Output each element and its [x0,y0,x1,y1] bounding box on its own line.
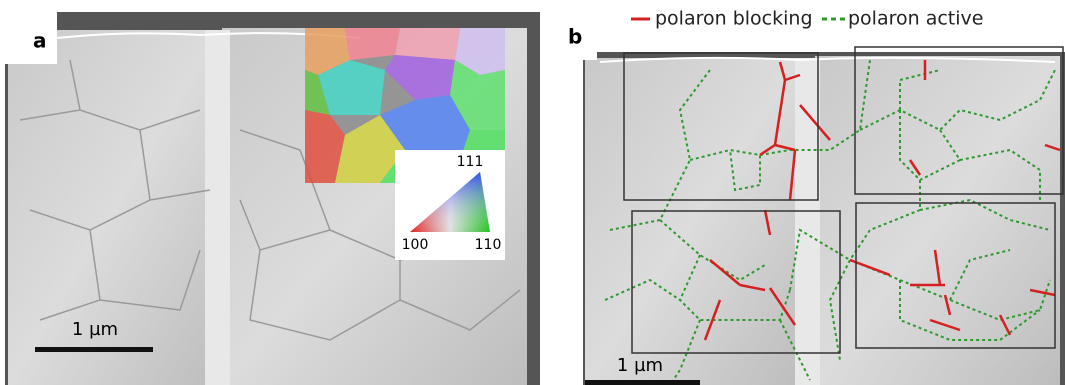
ipf-label: 110 [475,237,502,253]
trench [205,30,230,385]
trench [795,58,820,385]
panel-label: a [33,29,47,53]
panel-a: a 111 100 110 1 µm [5,12,540,385]
ipf-label: 100 [402,237,429,253]
scale-bar-label: 1 µm [617,355,663,376]
panel-b: b 1 µm [555,18,1065,385]
legend: polaron blocking polaron active [631,8,983,30]
figure: a 111 100 110 1 µm [0,0,1065,385]
scale-bar [35,347,153,352]
panel-label: b [568,25,582,49]
label-box [5,12,57,64]
scale-bar [585,380,700,385]
legend-label: polaron active [848,8,983,30]
scale-bar-label: 1 µm [72,319,118,340]
ipf-label: 111 [457,154,484,170]
legend-label: polaron blocking [655,8,813,30]
